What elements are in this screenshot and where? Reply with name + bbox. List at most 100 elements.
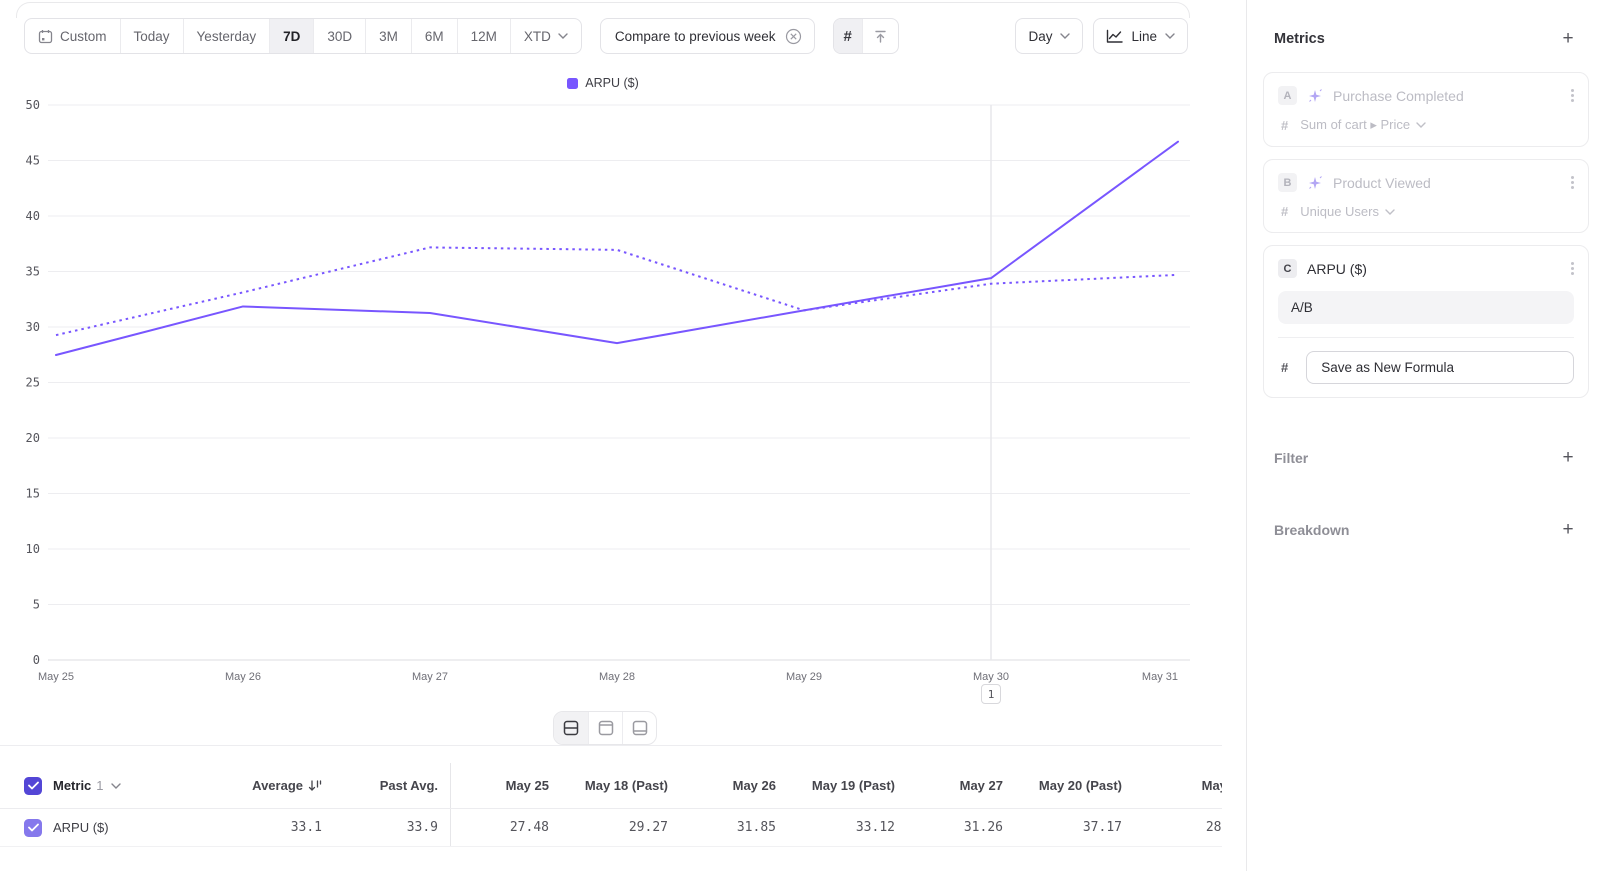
date-range-segmented-control: Custom Today Yesterday 7D 30D 3M 6M 12M … [24,18,582,54]
table-row: ARPU ($) 33.1 33.9 27.48 29.27 31.85 33.… [0,809,1222,847]
check-icon [27,823,39,832]
column-header-may28[interactable]: May 28 [1201,778,1222,793]
metric-card-a[interactable]: A Purchase Completed # Sum of cart ▸ Pri… [1263,72,1589,147]
date-range-xtd[interactable]: XTD [509,19,581,53]
svg-text:15: 15 [26,487,40,501]
metric-title-c: ARPU ($) [1307,260,1367,277]
sort-icon [308,780,322,791]
sparkle-icon [1309,175,1322,189]
annotations-toggle-button[interactable] [861,19,898,53]
chart-type-dropdown[interactable]: Line [1093,18,1188,54]
annotation-badge[interactable]: 1 [981,684,1001,704]
metric-menu-b[interactable] [1571,176,1574,189]
date-range-7d[interactable]: 7D [269,19,314,53]
svg-text:May 30: May 30 [973,671,1009,683]
date-range-30d[interactable]: 30D [313,19,365,53]
svg-text:35: 35 [26,265,40,279]
metric-badge-c: C [1278,259,1297,278]
value-may18-past: 29.27 [628,820,668,835]
svg-text:May 27: May 27 [412,671,448,683]
svg-text:5: 5 [33,598,40,612]
metrics-title: Metrics [1274,31,1325,47]
toolbar: Custom Today Yesterday 7D 30D 3M 6M 12M … [24,18,1188,54]
svg-text:25: 25 [26,376,40,390]
svg-text:May 31: May 31 [1142,671,1178,683]
view-toggle [553,711,657,745]
svg-text:May 25: May 25 [38,671,74,683]
value-may19-past: 33.12 [855,820,895,835]
column-header-may27[interactable]: May 27 [959,778,1003,793]
column-header-may20-past[interactable]: May 20 (Past) [1038,778,1122,793]
date-range-yesterday[interactable]: Yesterday [182,19,270,53]
chevron-down-icon [1416,122,1426,128]
chart-card-top-edge [16,2,1190,18]
metric-badge-b: B [1278,173,1297,192]
svg-text:May 28: May 28 [599,671,635,683]
compare-chip[interactable]: Compare to previous week [599,18,815,54]
svg-text:45: 45 [26,154,40,168]
table-only-view-button[interactable] [622,712,656,744]
value-may26: 31.85 [736,820,776,835]
metric-card-c[interactable]: C ARPU ($) A/B # Save as New Formula [1263,245,1589,398]
summary-table: Metric 1 Average Past Avg. May 25 May 18… [0,763,1222,847]
aggregation-hash-icon: # [1281,360,1289,375]
date-range-custom[interactable]: Custom [25,19,120,53]
metric-title-b: Product Viewed [1333,174,1431,191]
split-view-button[interactable] [554,712,588,744]
value-may27: 31.26 [963,820,1003,835]
panel-top-icon [598,720,613,736]
remove-compare-icon[interactable] [785,28,802,45]
legend-marker [567,77,579,89]
calendar-icon [38,29,53,43]
svg-text:May 26: May 26 [225,671,261,683]
date-range-today[interactable]: Today [119,19,183,53]
metric-badge-a: A [1278,86,1297,105]
add-metric-button[interactable]: + [1562,28,1574,49]
svg-text:May 29: May 29 [786,671,822,683]
metric-menu-c[interactable] [1571,262,1574,275]
metric-menu-a[interactable] [1571,89,1574,102]
metric-card-b[interactable]: B Product Viewed # Unique Users [1263,159,1589,233]
metric-column-label: Metric [53,778,92,793]
panel-bottom-icon [632,720,647,736]
column-header-may19-past[interactable]: May 19 (Past) [811,778,895,793]
chart-only-view-button[interactable] [588,712,622,744]
svg-text:10: 10 [26,542,40,556]
column-header-may26[interactable]: May 26 [732,778,776,793]
grid-toggle-button[interactable]: # [833,19,862,53]
date-range-12m[interactable]: 12M [456,19,510,53]
row-metric-name: ARPU ($) [53,820,109,835]
column-header-past-avg[interactable]: Past Avg. [379,778,438,793]
chart-legend: ARPU ($) [16,76,1190,90]
granularity-dropdown[interactable]: Day [1015,18,1084,54]
column-header-average[interactable]: Average [230,778,334,793]
check-icon [27,781,39,790]
value-average: 33.1 [290,820,322,835]
grid-icon: # [843,27,852,45]
svg-text:40: 40 [26,209,40,223]
add-breakdown-button[interactable]: + [1562,519,1574,540]
date-range-6m[interactable]: 6M [410,19,457,53]
row-checkbox[interactable] [24,818,42,837]
arrow-to-top-icon [875,30,886,43]
save-as-new-formula-button[interactable]: Save as New Formula [1306,351,1574,384]
chevron-down-icon[interactable] [110,782,121,789]
date-range-3m[interactable]: 3M [365,19,411,53]
aggregation-dropdown-b[interactable]: Unique Users [1300,204,1395,219]
select-all-checkbox[interactable] [24,776,42,795]
aggregation-dropdown-a[interactable]: Sum of cart ▸ Price [1300,117,1426,133]
column-header-may18-past[interactable]: May 18 (Past) [584,778,668,793]
chevron-down-icon [1385,208,1395,215]
legend-label: ARPU ($) [585,76,639,90]
chart-area: 0 5 10 15 20 25 30 35 40 45 50 May 25 May 26 May 27 Ma… [16,95,1194,710]
svg-text:50: 50 [26,98,40,112]
formula-input[interactable]: A/B [1278,291,1574,324]
value-may20-past: 37.17 [1082,820,1122,835]
svg-text:30: 30 [26,320,40,334]
chevron-down-icon [1060,33,1071,39]
column-header-may25[interactable]: May 25 [450,763,561,808]
metric-title-a: Purchase Completed [1333,87,1464,104]
line-chart-icon [1107,29,1124,43]
add-filter-button[interactable]: + [1562,447,1574,468]
aggregation-hash-icon: # [1281,204,1289,219]
